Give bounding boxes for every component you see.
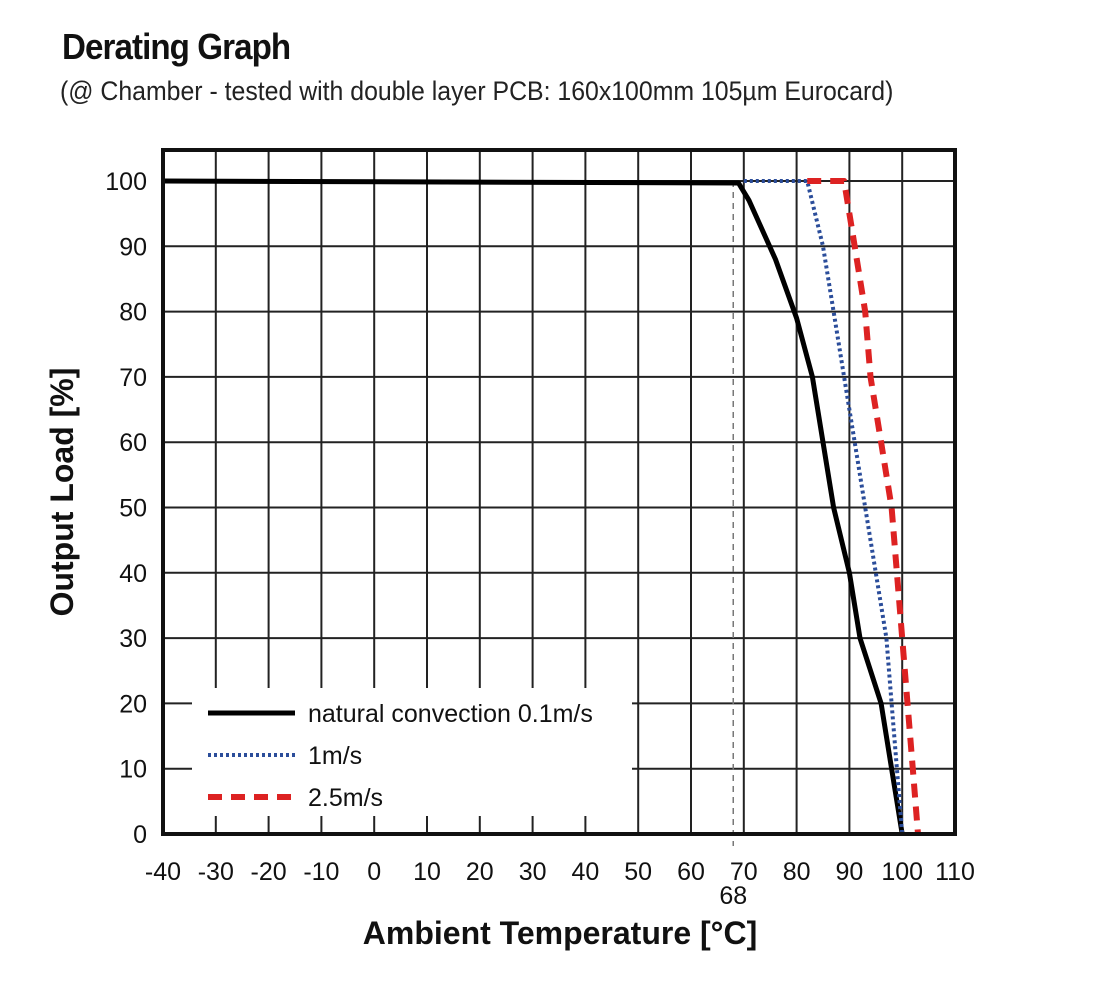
- x-tick-label: -10: [303, 858, 339, 886]
- x-tick-label: 0: [367, 858, 381, 886]
- x-tick-label: -40: [145, 858, 181, 886]
- legend-label-3: 2.5m/s: [308, 784, 383, 812]
- x-tick-label: 100: [881, 858, 923, 886]
- legend-label-2: 1m/s: [308, 742, 362, 770]
- x-tick-label: 70: [730, 858, 758, 886]
- plot-frame: [161, 148, 957, 836]
- chart-title: Derating Graph: [62, 26, 291, 67]
- x-tick-label: 90: [835, 858, 863, 886]
- y-tick-label: 100: [105, 168, 147, 196]
- y-tick-label: 90: [119, 233, 147, 261]
- y-tick-label: 10: [119, 756, 147, 784]
- x-tick-label: 10: [413, 858, 441, 886]
- series-line-1: [162, 178, 905, 835]
- series-line-2: [743, 179, 905, 835]
- x-tick-label: 40: [571, 858, 599, 886]
- legend-label-1: natural convection 0.1m/s: [308, 700, 593, 728]
- x-tick-label: 60: [677, 858, 705, 886]
- x-axis-title: Ambient Temperature [°C]: [363, 915, 757, 951]
- x-tick-label: 80: [783, 858, 811, 886]
- series-line-3: [807, 178, 921, 835]
- y-tick-label: 40: [119, 560, 147, 588]
- legend: natural convection 0.1m/s 1m/s 2.5m/s: [192, 688, 632, 816]
- x-tick-label: -30: [198, 858, 234, 886]
- y-tick-label: 50: [119, 495, 147, 523]
- y-tick-label: 30: [119, 625, 147, 653]
- y-tick-label: 20: [119, 690, 147, 718]
- chart-subtitle: (@ Chamber - tested with double layer PC…: [60, 76, 894, 106]
- series-lines: [162, 178, 921, 835]
- x-tick-label: 110: [935, 858, 975, 886]
- y-tick-label: 60: [119, 429, 147, 457]
- y-tick-label: 70: [119, 364, 147, 392]
- y-tick-label: 80: [119, 299, 147, 327]
- tick-labels: -40 -30 -20 -10 0 10 20 30 40 50 60 70 80 90 100 110 0 10…: [105, 168, 975, 910]
- annotation-label: 68: [719, 882, 747, 910]
- y-axis-title: Output Load [%]: [44, 368, 80, 617]
- x-tick-label: 50: [624, 858, 652, 886]
- x-tick-label: -20: [251, 858, 287, 886]
- x-tick-label: 30: [519, 858, 547, 886]
- x-tick-label: 20: [466, 858, 494, 886]
- y-tick-label: 0: [133, 821, 147, 849]
